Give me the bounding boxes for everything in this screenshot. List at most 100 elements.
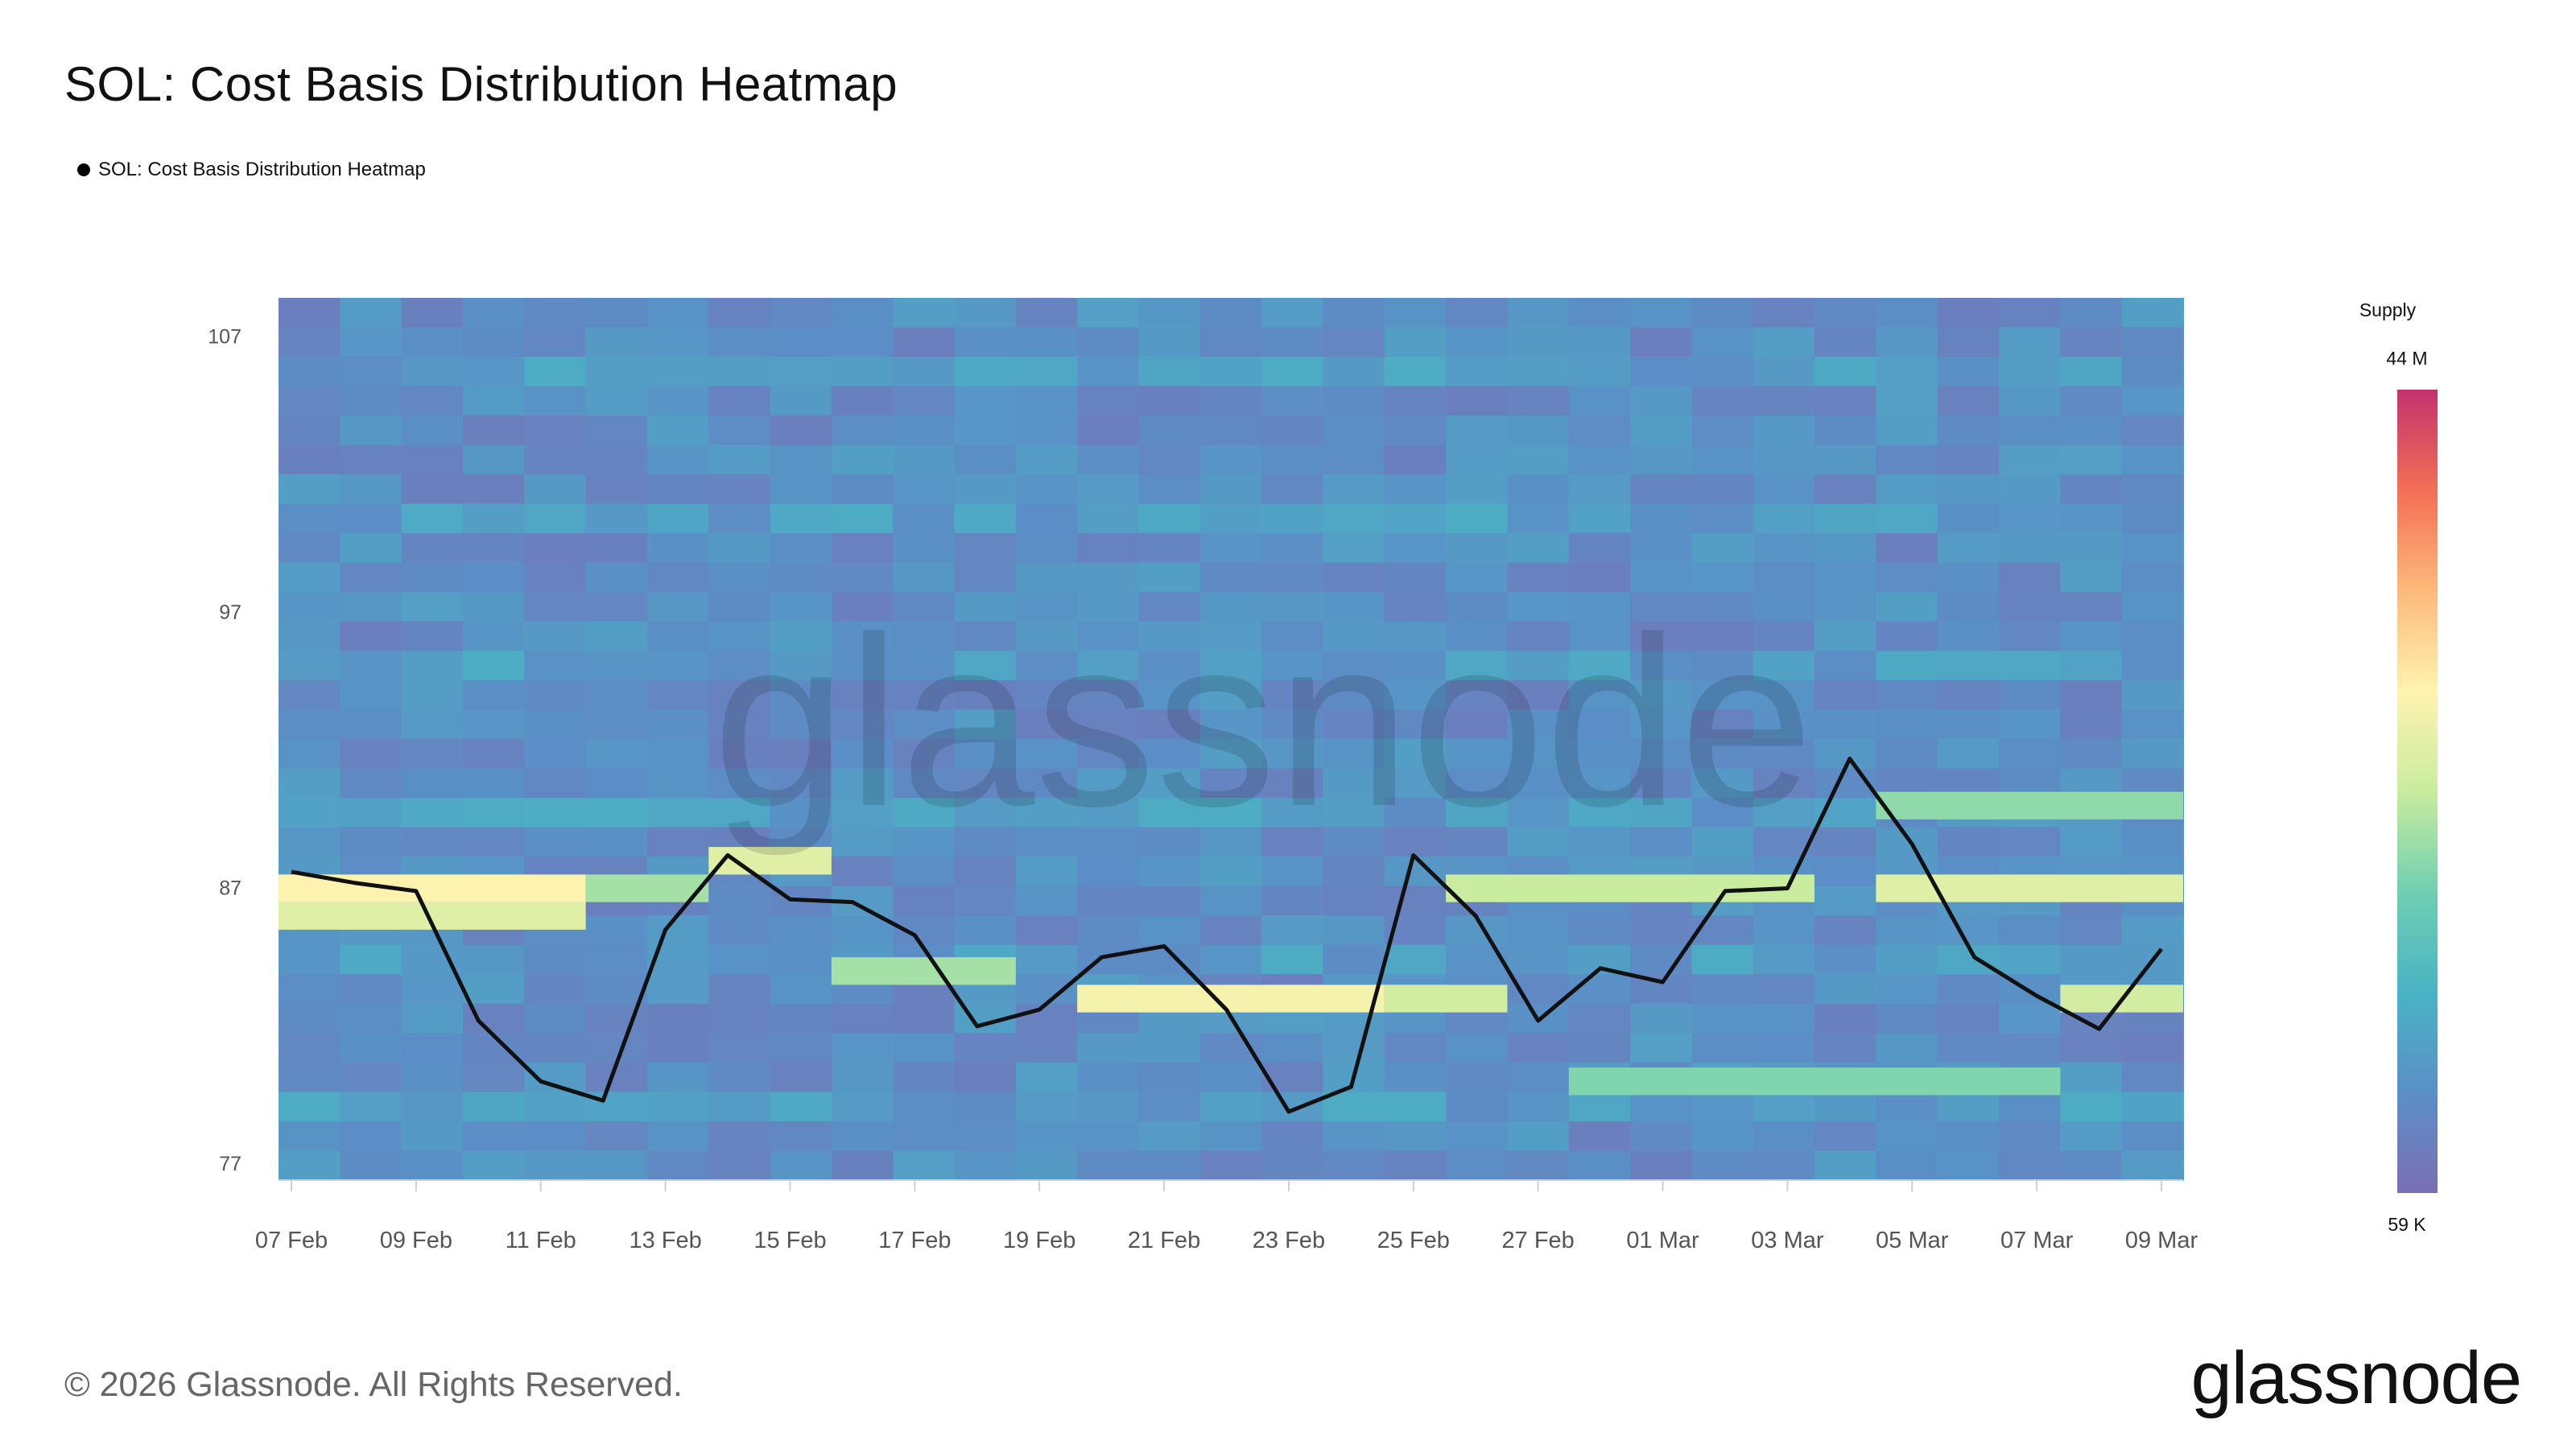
heat-cell xyxy=(1015,768,1079,799)
heat-cell xyxy=(401,1033,464,1063)
y-tick-label: 77 xyxy=(219,1153,242,1175)
heat-cell xyxy=(279,1003,341,1034)
heat-cell xyxy=(1752,739,1816,770)
heat-cell xyxy=(770,533,832,564)
heat-cell xyxy=(1261,386,1324,417)
heat-cell xyxy=(646,915,710,946)
heat-cell xyxy=(1015,503,1079,535)
heat-cell xyxy=(1814,915,1877,946)
heat-cell xyxy=(1507,533,1570,564)
heat-cell xyxy=(893,415,956,446)
heat-cell xyxy=(340,709,402,740)
heat-cell xyxy=(1323,357,1385,387)
heat-cell xyxy=(1568,1003,1632,1034)
heat-cell xyxy=(893,768,956,799)
heat-cell xyxy=(1323,298,1385,328)
heat-cell xyxy=(340,944,402,976)
heat-cell xyxy=(1261,886,1324,917)
heat-cell xyxy=(462,1062,526,1093)
heat-cell xyxy=(401,1003,464,1034)
heat-cell xyxy=(1630,357,1693,387)
heat-cell xyxy=(1568,1121,1632,1152)
heat-cell xyxy=(2121,1150,2184,1181)
heat-cell xyxy=(708,1121,771,1152)
legend[interactable]: SOL: Cost Basis Distribution Heatmap xyxy=(77,159,426,181)
heat-cell xyxy=(893,798,956,828)
heat-cell xyxy=(1446,1150,1509,1181)
heat-cell xyxy=(1752,915,1816,946)
heat-cell xyxy=(1937,357,2000,387)
heat-cell xyxy=(2060,915,2123,946)
heat-cell xyxy=(1077,562,1140,593)
heat-cell xyxy=(279,739,341,770)
heat-cell xyxy=(1199,592,1263,622)
heat-cell xyxy=(1384,1033,1447,1063)
heat-cell xyxy=(585,974,648,1005)
heat-cell xyxy=(524,768,587,799)
heat-cell xyxy=(2121,562,2184,593)
heat-cell xyxy=(1630,709,1693,740)
heat-cell xyxy=(1691,944,1754,976)
heat-cell xyxy=(1630,533,1693,564)
heat-cell xyxy=(1507,915,1570,946)
heat-cell xyxy=(401,1121,464,1152)
heat-cell xyxy=(1691,562,1754,593)
heat-cell xyxy=(1138,444,1201,476)
heat-cell xyxy=(1138,1092,1201,1122)
heat-cell xyxy=(524,709,587,740)
heat-cell xyxy=(1876,386,1938,417)
heat-cell xyxy=(2121,327,2184,358)
heat-cell xyxy=(1814,474,1877,505)
heat-cell xyxy=(1691,650,1754,681)
heat-cell xyxy=(524,1150,587,1181)
heat-cell xyxy=(1015,886,1079,917)
heat-cell xyxy=(1691,327,1754,358)
heat-cell xyxy=(524,327,587,358)
heat-cell xyxy=(708,709,771,740)
heat-cell xyxy=(2121,592,2184,622)
heat-cell xyxy=(1691,1033,1754,1063)
heat-cell xyxy=(462,679,526,711)
heat-cell xyxy=(340,327,402,358)
heat-cell xyxy=(1507,1033,1570,1063)
heat-cell xyxy=(1630,915,1693,946)
heat-cell xyxy=(708,974,771,1005)
heat-cell xyxy=(1568,357,1632,387)
heat-cell xyxy=(1261,1092,1324,1122)
heat-cell xyxy=(1077,444,1140,476)
heat-cell xyxy=(1752,1121,1816,1152)
heat-cell xyxy=(1876,415,1938,446)
heat-cell xyxy=(1568,562,1632,593)
heat-cell xyxy=(1323,1121,1385,1152)
heat-cell xyxy=(1999,298,2062,328)
heat-cell xyxy=(1261,709,1324,740)
heat-cell xyxy=(893,1121,956,1152)
heat-cell xyxy=(1446,621,1509,652)
heat-cell xyxy=(1937,298,2000,328)
heat-cell xyxy=(1568,621,1632,652)
heat-cell xyxy=(1077,709,1140,740)
heat-cell xyxy=(708,1003,771,1034)
heat-cell xyxy=(1323,327,1385,358)
heat-cell xyxy=(1015,562,1079,593)
heat-cell xyxy=(954,444,1017,476)
x-tick-label: 25 Feb xyxy=(1377,1228,1450,1253)
heat-cell xyxy=(1937,1150,2000,1181)
price-line xyxy=(291,757,2163,1114)
heat-cell xyxy=(831,503,894,535)
heat-cell xyxy=(708,1062,771,1093)
heat-cell xyxy=(524,679,587,711)
heat-cell xyxy=(1999,533,2062,564)
heat-cell xyxy=(1323,444,1385,476)
heat-cell xyxy=(1752,650,1816,681)
heat-cell xyxy=(893,857,956,887)
heat-cell xyxy=(1323,592,1385,622)
heat-cell xyxy=(1999,1121,2062,1152)
heat-cell xyxy=(1814,679,1877,711)
heat-cell xyxy=(1630,444,1693,476)
heat-cell xyxy=(1507,1092,1570,1122)
heat-cell xyxy=(1630,474,1693,505)
heat-cell xyxy=(2060,827,2123,858)
heat-cell xyxy=(401,415,464,446)
